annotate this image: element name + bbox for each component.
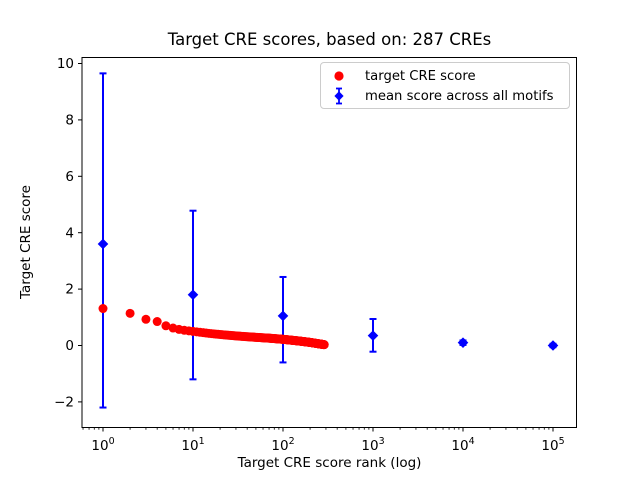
legend-label-mean-score: mean score across all motifs [365, 88, 554, 104]
svg-text:103: 103 [361, 436, 384, 454]
svg-text:104: 104 [451, 436, 474, 454]
svg-text:6: 6 [65, 169, 74, 185]
svg-text:−2: −2 [54, 395, 74, 411]
svg-text:105: 105 [541, 436, 564, 454]
svg-text:10: 10 [57, 56, 74, 72]
legend-item-target-score: target CRE score [321, 66, 569, 86]
legend-marker-diamond-errorbar-icon [334, 87, 344, 105]
svg-text:100: 100 [91, 436, 114, 454]
x-axis-label: Target CRE score rank (log) [237, 455, 422, 471]
svg-text:0: 0 [65, 338, 74, 354]
svg-text:101: 101 [181, 436, 204, 454]
svg-text:102: 102 [271, 436, 294, 454]
legend-marker-circle-icon [334, 71, 344, 81]
svg-text:8: 8 [65, 113, 74, 129]
legend-item-mean-score: mean score across all motifs [321, 86, 569, 106]
legend: target CRE score mean score across all m… [320, 62, 570, 109]
svg-text:2: 2 [65, 282, 74, 298]
chart-title: Target CRE scores, based on: 287 CREs [167, 30, 492, 49]
svg-text:4: 4 [65, 225, 74, 241]
y-axis-label: Target CRE score [18, 185, 34, 299]
legend-label-target-score: target CRE score [365, 68, 476, 84]
